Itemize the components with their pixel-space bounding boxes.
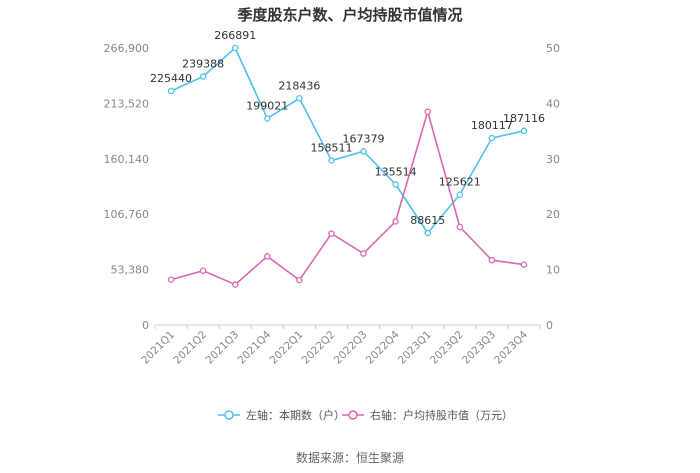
series-point-left[interactable] [328,157,335,164]
data-label: 180117 [471,119,513,132]
data-label: 266891 [214,29,256,42]
x-tick-label: 2022Q1 [268,329,306,367]
data-label: 88615 [410,214,445,227]
x-tick-label: 2021Q3 [203,329,241,367]
source-text: 数据来源：恒生聚源 [296,450,404,465]
series-line-left [170,46,525,235]
data-label: 125621 [439,176,481,189]
right-y-tick-label: 40 [546,97,560,110]
right-y-tick-label: 50 [546,42,560,55]
series-line-right [170,108,525,286]
series-point-right[interactable] [360,250,367,257]
series-point-right[interactable] [231,281,239,288]
x-tick-label: 2023Q4 [492,328,530,366]
series-point-right[interactable] [328,230,335,237]
data-label: 218436 [278,79,320,92]
right-y-tick-label: 20 [546,208,560,221]
x-tick-label: 2023Q2 [428,329,466,367]
left-y-tick-label: 106,760 [104,208,150,221]
series-point-left[interactable] [360,148,367,155]
series-point-right[interactable] [264,253,271,260]
series-point-right[interactable] [167,276,175,283]
legend[interactable]: 左轴：本期数（户） 右轴：户均持股市值（万元） [218,408,513,422]
x-tick-label: 2022Q4 [364,328,402,366]
series-point-right[interactable] [424,108,431,115]
x-tick-label: 2023Q1 [396,329,434,367]
series-point-left[interactable] [424,229,431,237]
right-y-tick-label: 10 [546,264,560,277]
left-y-tick-label: 160,140 [104,153,150,166]
data-label: 135514 [375,165,417,178]
legend-label: 右轴：户均持股市值（万元） [370,408,513,422]
x-tick-label: 2021Q2 [171,329,209,367]
right-y-tick-label: 30 [546,153,560,166]
series-point-left[interactable] [456,191,464,198]
left-y-tick-label: 53,380 [111,264,150,277]
series-point-left[interactable] [264,115,271,122]
legend-item-right[interactable]: 右轴：户均持股市值（万元） [342,408,513,422]
series-point-left[interactable] [520,127,528,135]
series-layer [167,44,528,288]
series-point-right[interactable] [392,218,399,225]
right-y-tick-label: 0 [546,319,553,332]
data-label: 225440 [150,72,192,85]
left-y-tick-label: 266,900 [104,42,150,55]
legend-item-left[interactable]: 左轴：本期数（户） [218,408,345,422]
x-tick-label: 2021Q4 [235,328,273,366]
data-label: 158511 [310,141,352,154]
series-point-right[interactable] [520,261,528,268]
series-point-left[interactable] [231,44,239,52]
legend-marker [348,410,358,420]
x-tick-label: 2023Q3 [460,329,498,367]
data-label: 199021 [246,99,288,112]
series-point-left[interactable] [199,73,207,80]
series-point-right[interactable] [456,223,464,231]
series-point-left[interactable] [167,87,175,95]
series-point-left[interactable] [296,95,303,102]
data-label: 167379 [343,132,385,145]
x-tick-label: 2022Q2 [300,329,338,367]
left-y-tick-label: 0 [142,319,149,332]
left-y-tick-label: 213,520 [104,97,150,110]
chart-title: 季度股东户数、户均持股市值情况 [237,6,462,24]
legend-label: 左轴：本期数（户） [246,408,345,422]
data-label: 187116 [503,112,545,125]
series-point-right[interactable] [296,276,303,284]
series-point-left[interactable] [488,134,496,142]
x-tick-label: 2022Q3 [332,329,370,367]
data-label: 239388 [182,58,224,71]
series-point-left[interactable] [392,181,399,188]
legend-marker [224,410,234,420]
x-tick-label: 2021Q1 [139,329,177,367]
series-point-right[interactable] [488,256,496,264]
series-point-right[interactable] [199,267,207,274]
